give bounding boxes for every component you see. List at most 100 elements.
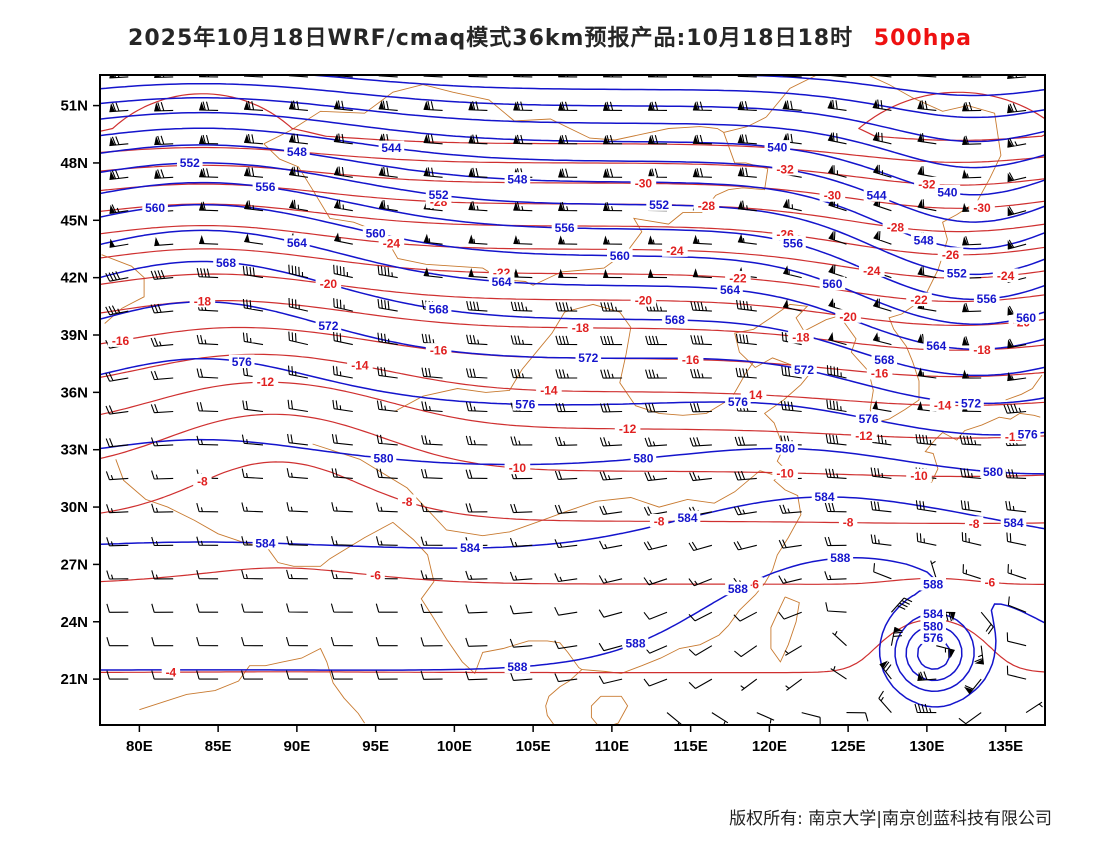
- height-contour-label-value: 576: [515, 398, 535, 412]
- temp-contour-label-value: -6: [370, 568, 381, 582]
- height-contour-label-value: 576: [1018, 427, 1038, 441]
- x-tick-label: 95E: [362, 738, 389, 755]
- height-contour-label-value: 556: [255, 180, 275, 194]
- temp-contour-label-value: -28: [698, 199, 716, 213]
- height-contour-label-value: 584: [814, 490, 834, 504]
- height-contour-label-value: 556: [555, 221, 575, 235]
- height-contour-label-value: 548: [507, 173, 527, 187]
- height-contour-label-value: 552: [429, 188, 449, 202]
- temp-contour-label-value: -14: [351, 359, 369, 373]
- height-contour-label-value: 540: [937, 185, 957, 199]
- height-contour-label-value: 588: [728, 582, 748, 596]
- temp-contour-label-value: -8: [402, 495, 413, 509]
- height-contour-label-value: 568: [429, 302, 449, 316]
- temp-contour-label-value: -20: [320, 277, 338, 291]
- height-contour-label-value: 552: [649, 198, 669, 212]
- height-contour-label-value: 564: [926, 339, 946, 353]
- temp-contour-label-value: -12: [619, 422, 637, 436]
- temp-contour-label-value: -32: [776, 162, 794, 176]
- temp-contour-label-value: -12: [257, 375, 275, 389]
- height-contour-label-value: 560: [145, 201, 165, 215]
- y-tick-label: 27N: [60, 556, 88, 573]
- height-contour-label-value: 544: [866, 189, 886, 203]
- copyright-footer: 版权所有: 南京大学|南京创蓝科技有限公司: [729, 809, 1052, 829]
- x-tick-label: 135E: [988, 738, 1023, 755]
- temp-contour-label-value: -30: [635, 177, 653, 191]
- height-contour-label-value: 572: [961, 396, 981, 410]
- height-contour-label-value: 584: [255, 536, 275, 550]
- temp-contour-label-value: -26: [942, 248, 960, 262]
- height-contour-label-value: 560: [366, 227, 386, 241]
- x-tick-label: 130E: [909, 738, 944, 755]
- height-contour-label-value: 576: [232, 355, 252, 369]
- y-tick-label: 45N: [60, 212, 88, 229]
- temp-contour-label-value: -16: [112, 334, 130, 348]
- x-tick-label: 90E: [284, 738, 311, 755]
- x-tick-label: 100E: [437, 738, 472, 755]
- x-tick-label: 80E: [126, 738, 153, 755]
- y-tick-label: 30N: [60, 499, 88, 516]
- height-contour-label-value: 572: [318, 319, 338, 333]
- height-contour-label-value: 580: [923, 620, 943, 634]
- y-tick-label: 33N: [60, 442, 88, 459]
- temp-contour-label-value: -8: [843, 516, 854, 530]
- axes: 80E 85E 90E 95E 100E 105E 110E 115E 120E 125E 130E…: [60, 74, 1046, 755]
- height-contour-label-value: 588: [923, 578, 943, 592]
- height-contour-label-value: 584: [677, 511, 697, 525]
- temp-contour-label-value: -6: [748, 578, 759, 592]
- height-contour-label-value: 556: [783, 236, 803, 250]
- temp-contour-label-value: -24: [997, 269, 1015, 283]
- height-contour-label-value: 564: [720, 283, 740, 297]
- height-contour-label-value: 572: [794, 363, 814, 377]
- temp-contour-label-value: -20: [839, 310, 857, 324]
- temp-contour-label-value: -18: [792, 330, 810, 344]
- y-tick-label: 24N: [60, 614, 88, 631]
- temp-contour-label-value: -10: [776, 466, 794, 480]
- height-contour-label-value: 584: [923, 607, 943, 621]
- plot-area: -4-4-6-6-6-8-8-8-8-8-10-10-10-12-12-12-1…: [100, 75, 1045, 725]
- wind-barbs: [105, 75, 1043, 725]
- temp-contour-label-value: -24: [666, 244, 684, 258]
- y-tick-label: 39N: [60, 327, 88, 344]
- temp-contour-label-value: -8: [969, 517, 980, 531]
- height-contour-label-value: 568: [216, 256, 236, 270]
- chart-title-text: 2025年10月18日WRF/cmaq模式36km预报产品:10月18日18时: [128, 26, 854, 51]
- height-contour-label-value: 568: [665, 313, 685, 327]
- temp-contour-label-value: -18: [973, 343, 991, 357]
- temp-contour-label-value: -24: [383, 236, 401, 250]
- y-tick-label: 51N: [60, 98, 88, 115]
- x-tick-label: 110E: [595, 738, 629, 755]
- height-contour-label-value: 584: [460, 541, 480, 555]
- height-contour-label-value: 560: [610, 249, 630, 263]
- temp-contour-label-value: -24: [863, 264, 881, 278]
- height-contour-label-value: 580: [775, 442, 795, 456]
- y-tick-label: 36N: [60, 384, 88, 401]
- x-tick-label: 105E: [516, 738, 551, 755]
- height-contour-label-value: 580: [373, 451, 393, 465]
- height-contour-label-value: 588: [507, 660, 527, 674]
- height-contour-label-value: 540: [767, 141, 787, 155]
- temp-contour-label-value: -20: [635, 294, 653, 308]
- height-contour-label-value: 588: [625, 637, 645, 651]
- y-tick-label: 42N: [60, 270, 88, 287]
- height-contour-label-value: 552: [947, 267, 967, 281]
- height-contour-label-value: 576: [728, 395, 748, 409]
- height-contour-label: 540 540 544 544 548 548 548 552 552 552 552 556 556 5…: [142, 140, 1041, 674]
- temp-contour-label-value: -6: [985, 575, 996, 589]
- height-contour-label-value: 568: [874, 353, 894, 367]
- y-tick-label: 21N: [60, 671, 88, 688]
- temp-contour-label-value: -14: [540, 384, 558, 398]
- temp-contour-label-value: -16: [430, 344, 448, 358]
- y-tick-label: 48N: [60, 155, 88, 172]
- temp-contour-label-value: -16: [871, 367, 889, 381]
- height-contour-label-value: 580: [983, 465, 1003, 479]
- x-tick-label: 120E: [752, 738, 787, 755]
- height-contour-label-value: 564: [492, 275, 512, 289]
- chart-title-level: 500hpa: [873, 26, 972, 51]
- temp-contour-label-value: -12: [855, 429, 873, 443]
- temp-contour-label-value: -18: [194, 294, 212, 308]
- temp-contour-label-value: -32: [918, 177, 936, 191]
- temp-contour-label-value: -8: [197, 474, 208, 488]
- x-tick-label: 115E: [674, 738, 708, 755]
